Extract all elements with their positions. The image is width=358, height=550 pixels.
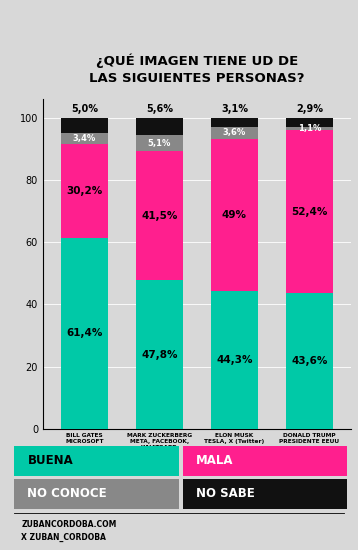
Text: NO SABE: NO SABE [196, 487, 255, 500]
Text: 49%: 49% [222, 210, 247, 220]
Text: 44,3%: 44,3% [216, 355, 253, 365]
Text: 1,1%: 1,1% [298, 124, 321, 133]
Text: NO CONOCE: NO CONOCE [28, 487, 107, 500]
Text: X ZUBAN_CORDOBA: X ZUBAN_CORDOBA [21, 532, 106, 542]
Bar [61, 133, 107, 144]
Bar [61, 144, 107, 238]
Bar [136, 280, 183, 429]
Text: 2,9%: 2,9% [296, 104, 323, 114]
Bar [136, 135, 183, 151]
Bar [286, 293, 333, 429]
Text: ZUBANCORDOBA.COM: ZUBANCORDOBA.COM [21, 520, 117, 529]
Bar [286, 130, 333, 293]
Text: 52,4%: 52,4% [291, 207, 328, 217]
Text: ¿QUÉ IMAGEN TIENE UD DE
LAS SIGUIENTES PERSONAS?: ¿QUÉ IMAGEN TIENE UD DE LAS SIGUIENTES P… [89, 54, 305, 85]
Bar [136, 118, 183, 135]
Text: 5,6%: 5,6% [146, 104, 173, 114]
Bar [211, 128, 258, 139]
Text: 30,2%: 30,2% [66, 186, 102, 196]
Bar [211, 118, 258, 128]
Bar [286, 126, 333, 130]
Bar [136, 151, 183, 280]
Text: MALA: MALA [196, 454, 233, 467]
Text: BUENA: BUENA [28, 454, 73, 467]
Bar [211, 291, 258, 429]
Text: 3,1%: 3,1% [221, 104, 248, 114]
Bar [61, 118, 107, 133]
Bar [211, 139, 258, 291]
Text: 41,5%: 41,5% [141, 211, 178, 221]
Text: 3,4%: 3,4% [73, 134, 96, 143]
Bar [286, 118, 333, 127]
Text: 47,8%: 47,8% [141, 350, 178, 360]
Text: 43,6%: 43,6% [291, 356, 328, 366]
Text: 5,0%: 5,0% [71, 104, 98, 114]
Text: 5,1%: 5,1% [147, 139, 171, 147]
Text: 3,6%: 3,6% [223, 129, 246, 138]
Text: 61,4%: 61,4% [66, 328, 102, 338]
Bar [61, 238, 107, 429]
